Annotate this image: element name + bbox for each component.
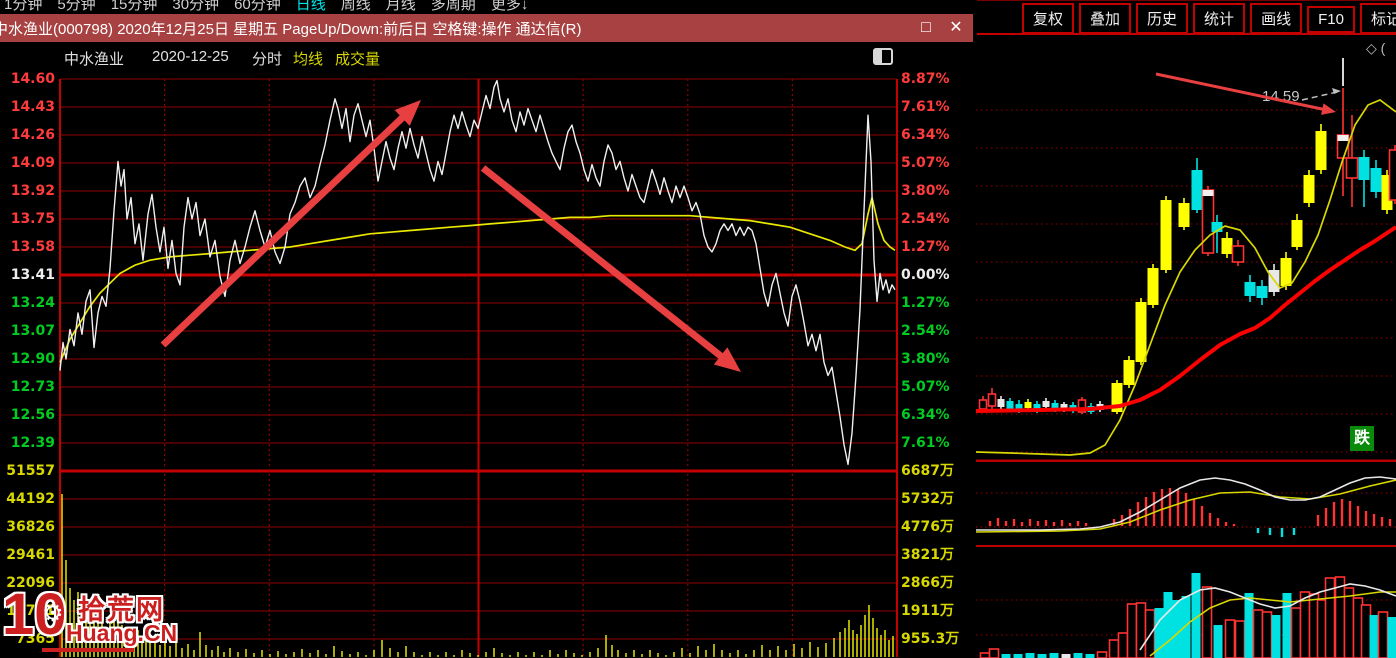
price-tick-label: 12.73 <box>10 379 55 395</box>
pct-tick-label: 2.54% <box>901 323 950 339</box>
price-tick-label: 13.58 <box>10 239 55 255</box>
period-tab-3[interactable]: 30分钟 <box>172 0 220 13</box>
price-tick-label: 14.43 <box>10 99 55 115</box>
vol-tick-label-left: 14731 <box>6 603 55 619</box>
toolbar-underline <box>977 33 1396 35</box>
price-tick-label: 13.75 <box>10 211 55 227</box>
price-tick-label: 13.41 <box>10 267 55 283</box>
top-divider-line <box>977 0 1396 1</box>
toolbar-button-1[interactable]: 叠加 <box>1079 3 1132 34</box>
gear-icon: ⚙ <box>42 600 64 627</box>
vol-tick-label-right: 1911万 <box>901 603 954 619</box>
vol-tick-label-right: 2866万 <box>901 575 954 591</box>
pct-tick-label: 3.80% <box>901 351 950 367</box>
period-tab-8[interactable]: 多周期 <box>430 0 476 13</box>
vol-tick-label-right: 6687万 <box>901 463 954 479</box>
vol-tick-label-left: 7365 <box>16 631 55 647</box>
toolbar-button-5[interactable]: F10 <box>1307 6 1355 33</box>
price-tick-label: 13.24 <box>10 295 55 311</box>
pct-tick-label: 5.07% <box>901 379 950 395</box>
period-tab-2[interactable]: 15分钟 <box>110 0 158 13</box>
vol-tick-label-left: 36826 <box>6 519 55 535</box>
vol-tick-label-left: 29461 <box>6 547 55 563</box>
toolbar-button-2[interactable]: 历史 <box>1136 3 1189 34</box>
vol-tick-label-right: 955.3万 <box>901 631 960 647</box>
period-tab-7[interactable]: 月线 <box>385 0 416 13</box>
period-tab-5[interactable]: 日线 <box>295 0 326 13</box>
period-tab-0[interactable]: 1分钟 <box>4 0 43 13</box>
period-tab-9[interactable]: 更多↓ <box>490 0 529 13</box>
header-vol-label[interactable]: 成交量 <box>335 51 381 68</box>
toolbar-button-4[interactable]: 画线 <box>1250 3 1303 34</box>
price-tick-label: 12.90 <box>10 351 55 367</box>
close-button[interactable]: ✕ <box>949 19 963 36</box>
period-tab-1[interactable]: 5分钟 <box>57 0 96 13</box>
chart-header: 中水渔业 2020-12-25 分时 均线 成交量 <box>0 46 973 68</box>
kline-high-price-label: 14.59 <box>1262 88 1300 105</box>
intraday-window: 中水渔业(000798) 2020年12月25日 星期五 PageUp/Down… <box>0 14 973 658</box>
vol-tick-label-right: 3821万 <box>901 547 954 563</box>
window-title: 中水渔业(000798) 2020年12月25日 星期五 PageUp/Down… <box>0 21 582 38</box>
header-ma-label[interactable]: 均线 <box>293 51 324 68</box>
price-tick-label: 12.39 <box>10 435 55 451</box>
logo-site-name: 拾荒网 <box>78 595 165 625</box>
toolbar-button-6[interactable]: 标记 <box>1359 3 1396 34</box>
header-period: 分时 <box>252 51 283 68</box>
pct-tick-label: 8.87% <box>901 71 950 87</box>
pct-tick-label: 1.27% <box>901 239 950 255</box>
pct-tick-label: 5.07% <box>901 155 950 171</box>
period-tab-6[interactable]: 周线 <box>340 0 371 13</box>
vol-tick-label-left: 22096 <box>6 575 55 591</box>
vol-tick-label-right: 5732万 <box>901 491 954 507</box>
kline-chart-canvas <box>976 58 1396 658</box>
price-tick-label: 13.07 <box>10 323 55 339</box>
intraday-chart[interactable] <box>0 42 975 658</box>
pct-tick-label: 3.80% <box>901 183 950 199</box>
price-tick-label: 13.92 <box>10 183 55 199</box>
price-tick-label: 14.26 <box>10 127 55 143</box>
pct-tick-label: 2.54% <box>901 211 950 227</box>
period-tab-4[interactable]: 60分钟 <box>234 0 281 13</box>
fall-badge: 跌 <box>1350 426 1374 451</box>
diamond-glyph: ◇ ( <box>1366 40 1386 56</box>
pip-layout-icon[interactable] <box>873 48 893 65</box>
period-tabstrip: 1分钟 5分钟 15分钟 30分钟 60分钟 日线 周线 月线 多周期 更多↓ <box>4 0 543 14</box>
pct-tick-label: 7.61% <box>901 99 950 115</box>
pct-tick-label: 6.34% <box>901 127 950 143</box>
maximize-button[interactable]: □ <box>921 19 931 36</box>
logo-number: 10 <box>2 582 67 647</box>
vol-tick-label-right: 4776万 <box>901 519 954 535</box>
pct-tick-label: 1.27% <box>901 295 950 311</box>
header-stock-name: 中水渔业 <box>64 51 125 68</box>
kline-panel[interactable]: ◇ ( 14.59 跌 <box>976 40 1396 658</box>
header-date: 2020-12-25 <box>152 48 229 65</box>
price-tick-label: 14.60 <box>10 71 55 87</box>
price-tick-label: 12.56 <box>10 407 55 423</box>
price-tick-label: 14.09 <box>10 155 55 171</box>
window-titlebar[interactable]: 中水渔业(000798) 2020年12月25日 星期五 PageUp/Down… <box>0 14 973 42</box>
toolbar-button-0[interactable]: 复权 <box>1022 3 1075 34</box>
vol-tick-label-left: 51557 <box>6 463 55 479</box>
logo-underline <box>42 648 134 652</box>
pct-tick-label: 6.34% <box>901 407 950 423</box>
pct-tick-label: 0.00% <box>901 267 950 283</box>
pct-tick-label: 7.61% <box>901 435 950 451</box>
vol-tick-label-left: 44192 <box>6 491 55 507</box>
toolbar-button-3[interactable]: 统计 <box>1193 3 1246 34</box>
logo-domain: Huang.CN <box>66 620 178 646</box>
